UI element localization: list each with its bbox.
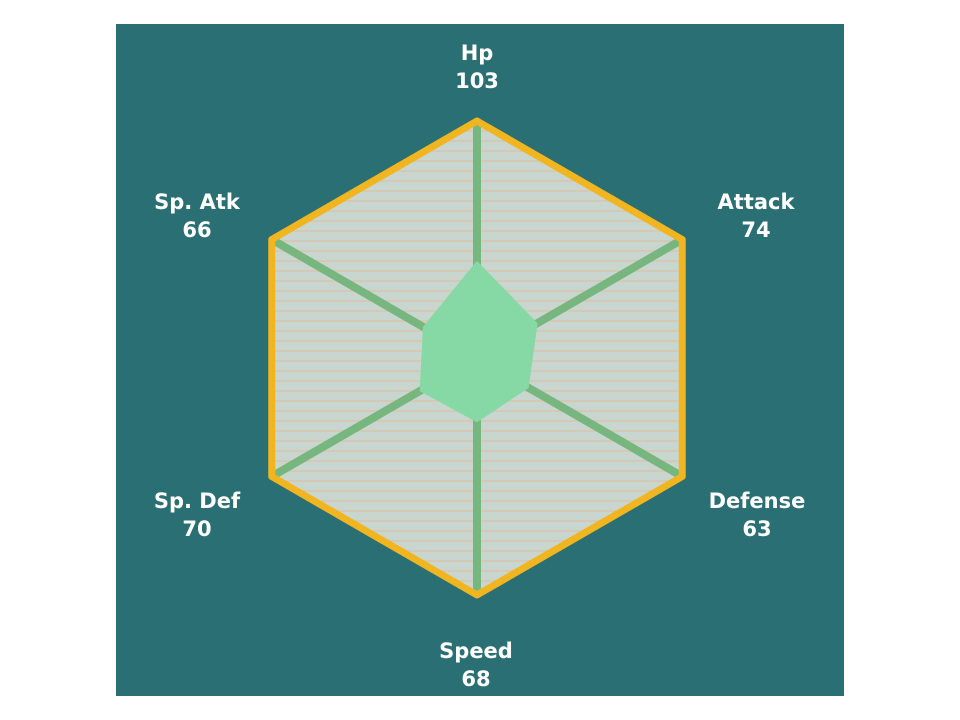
stat-name-speed: Speed (439, 639, 513, 663)
radar-outline (268, 117, 686, 599)
stat-name-sp-atk: Sp. Atk (154, 190, 241, 214)
stat-value-sp-def: 70 (182, 517, 211, 541)
stat-data-polygon (419, 261, 538, 423)
stat-value-defense: 63 (742, 517, 771, 541)
stat-value-attack: 74 (741, 218, 770, 242)
stat-value-hp: 103 (455, 69, 499, 93)
stat-value-speed: 68 (461, 667, 490, 691)
stat-name-attack: Attack (718, 190, 796, 214)
stat-name-sp-def: Sp. Def (154, 489, 241, 513)
stat-name-hp: Hp (461, 41, 494, 65)
stat-name-defense: Defense (709, 489, 806, 513)
stat-value-sp-atk: 66 (182, 218, 211, 242)
